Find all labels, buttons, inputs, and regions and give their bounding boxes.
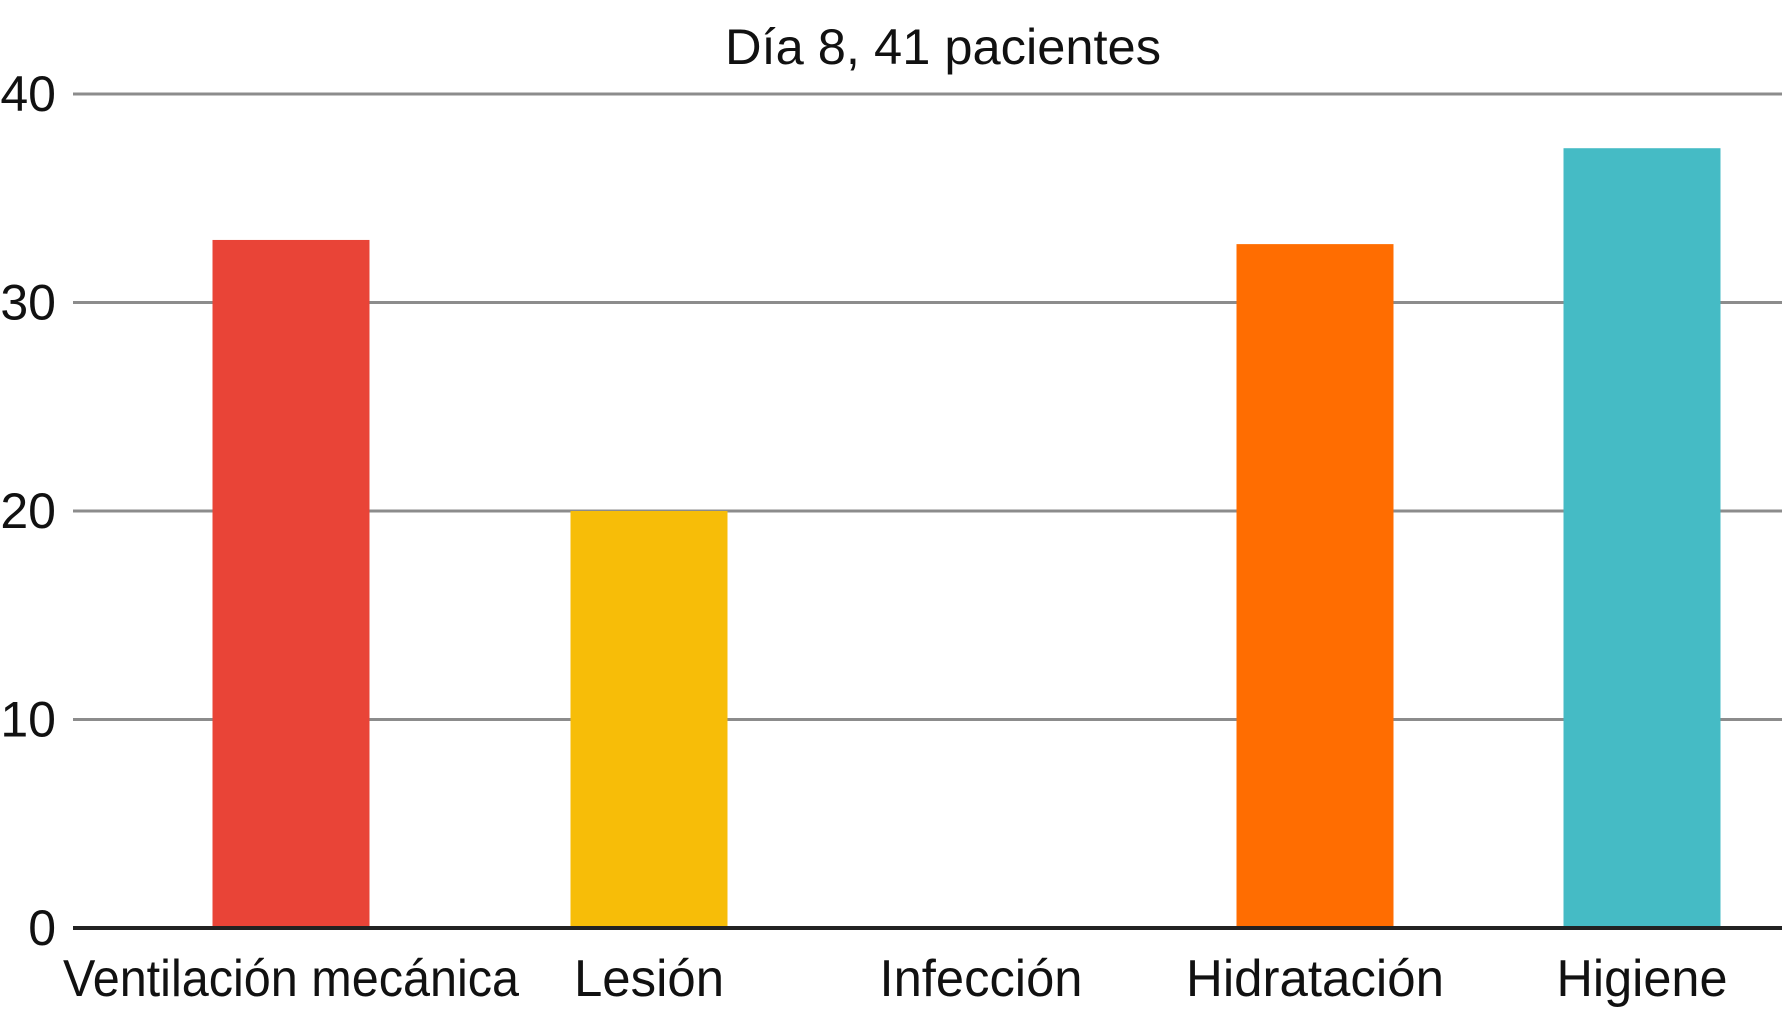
- x-tick-label: Higiene: [1557, 950, 1728, 1008]
- x-tick-label: Infección: [880, 950, 1083, 1008]
- x-tick-label: Lesión: [574, 950, 724, 1008]
- y-tick-label: 10: [0, 692, 56, 748]
- x-tick-label: Hidratación: [1186, 950, 1444, 1008]
- y-tick-label: 30: [0, 275, 56, 331]
- bar: [212, 239, 370, 926]
- bar: [1563, 148, 1721, 926]
- y-tick-label: 0: [28, 900, 56, 956]
- x-tick-label: Ventilación mecánica: [63, 950, 519, 1008]
- chart-title: Día 8, 41 pacientes: [725, 19, 1161, 75]
- y-tick-label: 20: [0, 483, 56, 539]
- bar: [570, 511, 728, 926]
- y-tick-label: 40: [0, 66, 56, 122]
- bar: [1236, 244, 1394, 926]
